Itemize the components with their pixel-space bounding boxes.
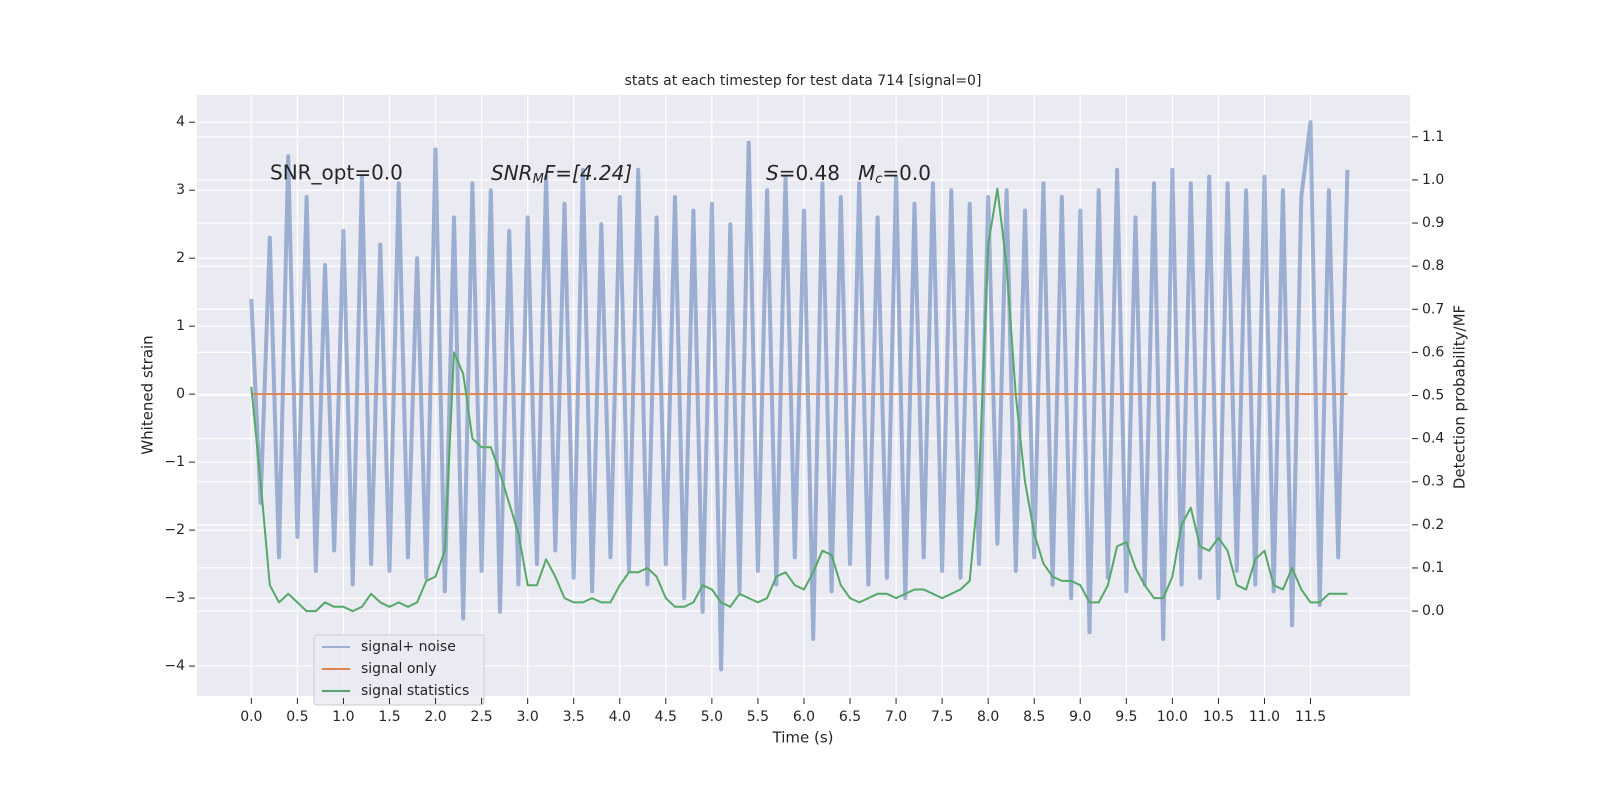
x-tick-label: 6.5	[839, 709, 861, 725]
x-tick-label: 2.5	[470, 709, 492, 725]
x-tick-label: 4.0	[609, 709, 631, 725]
y-tick-label: 3	[176, 182, 185, 198]
x-tick-label: 8.5	[1023, 709, 1045, 725]
x-tick-label: 9.0	[1069, 709, 1091, 725]
x-tick-label: 6.0	[793, 709, 815, 725]
y-tick-label: −1	[164, 454, 185, 470]
annotation-part: =0.0	[882, 161, 931, 185]
y2-tick-label: 0.4	[1422, 431, 1444, 447]
y2-tick-label: 0.2	[1422, 517, 1444, 533]
y-tick-label: −4	[164, 658, 185, 674]
y-tick-label: 1	[176, 318, 185, 334]
y-tick-label: 2	[176, 250, 185, 266]
y2-tick-label: 0.0	[1422, 603, 1444, 619]
annotation-part: S	[766, 161, 779, 185]
y-tick-label: −3	[164, 590, 185, 606]
annotation: Mc=0.0	[858, 161, 931, 187]
x-tick-label: 10.5	[1203, 709, 1234, 725]
x-tick-label: 7.5	[931, 709, 953, 725]
x-tick-label: 5.0	[701, 709, 723, 725]
legend-label: signal statistics	[361, 683, 469, 699]
x-tick-label: 3.5	[563, 709, 585, 725]
y2-tick-label: 0.7	[1422, 301, 1444, 317]
legend-label: signal+ noise	[361, 639, 456, 655]
series-line	[249, 120, 1350, 672]
x-axis-label: Time (s)	[772, 729, 834, 747]
y2-axis-label: Detection probability/MF	[1451, 305, 1469, 489]
annotation-part: c	[875, 172, 882, 187]
x-tick-label: 8.0	[977, 709, 999, 725]
x-tick-label: 7.0	[885, 709, 907, 725]
annotation: SNRMF=[4.24]	[491, 161, 632, 187]
x-tick-label: 1.0	[332, 709, 354, 725]
x-tick-label: 3.0	[517, 709, 539, 725]
marks	[249, 120, 1350, 672]
y-tick-label: −2	[164, 522, 185, 538]
legend: signal+ noise signal only signal statistic…	[313, 634, 485, 706]
annotation-part: SNR	[491, 161, 533, 185]
annotation: S=0.48	[766, 161, 840, 185]
x-tick-label: 2.0	[424, 709, 446, 725]
x-tick-label: 4.5	[655, 709, 677, 725]
x-tick-label: 1.5	[378, 709, 400, 725]
annotation-part: M	[533, 172, 544, 187]
y-tick-label: 0	[176, 386, 185, 402]
legend-box	[313, 634, 485, 706]
x-tick-label: 0.0	[240, 709, 262, 725]
y2-tick-label: 1.0	[1422, 172, 1444, 188]
y-tick-label: 4	[176, 114, 185, 130]
annotation-part: F=[4.24]	[544, 161, 632, 185]
y2-tick-label: 0.6	[1422, 344, 1444, 360]
series-line	[250, 187, 1348, 613]
y2-tick-label: 0.1	[1422, 560, 1444, 576]
x-tick-label: 9.5	[1115, 709, 1137, 725]
x-tick-label: 11.0	[1249, 709, 1280, 725]
y2-tick-label: 1.1	[1422, 129, 1444, 145]
x-tick-label: 0.5	[286, 709, 308, 725]
y2-tick-label: 0.9	[1422, 215, 1444, 231]
y2-tick-label: 0.3	[1422, 474, 1444, 490]
x-tick-label: 5.5	[747, 709, 769, 725]
x-tick-label: 11.5	[1295, 709, 1326, 725]
annotation-part: =0.48	[779, 161, 840, 185]
legend-label: signal only	[361, 661, 436, 677]
y2-tick-label: 0.8	[1422, 258, 1444, 274]
annotation-part: M	[858, 161, 875, 185]
y2-tick-label: 0.5	[1422, 388, 1444, 404]
y-axis-label: Whitened strain	[139, 335, 157, 454]
annotation: SNR_opt=0.0	[270, 161, 403, 185]
x-tick-label: 10.0	[1157, 709, 1188, 725]
chart-title: stats at each timestep for test data 714…	[625, 73, 982, 89]
